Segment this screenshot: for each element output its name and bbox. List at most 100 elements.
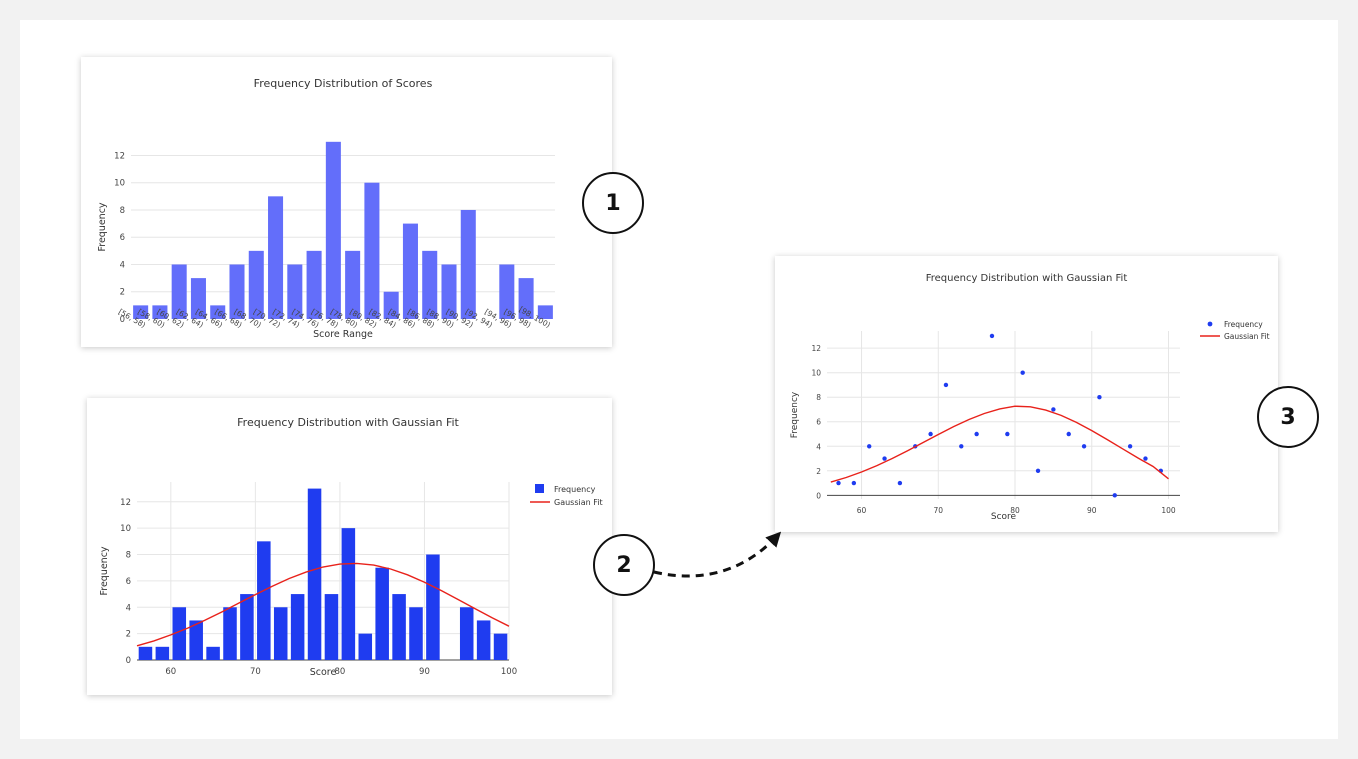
data-point — [1143, 456, 1148, 461]
data-point — [836, 480, 841, 486]
data-point — [1020, 370, 1025, 375]
chart-card-score-ranges: 0 2 4 6 8 10 12 Frequency Distribution of Score… — [81, 57, 612, 347]
y-tick-label: 2 — [816, 467, 821, 476]
y-axis-label: Frequency — [790, 391, 800, 438]
legend-label-gaussian-fit: Gaussian Fit — [554, 498, 603, 507]
bar — [325, 141, 341, 319]
y-axis-label: Frequency — [97, 202, 108, 251]
bar — [426, 554, 440, 660]
bar — [459, 607, 474, 660]
bar — [324, 594, 339, 660]
y-tick-label: 10 — [120, 524, 131, 534]
x-tick-label: 80 — [334, 667, 345, 677]
legend-label-gaussian-fit: Gaussian Fit — [1224, 332, 1270, 341]
bar — [358, 633, 373, 660]
data-point — [1005, 431, 1010, 437]
data-point — [882, 456, 887, 461]
bar — [460, 209, 476, 319]
chart-title: Frequency Distribution with Gaussian Fit — [237, 416, 459, 429]
chart-card-gaussian-scatter: 0 2 4 6 8 10 12 Frequency Distribution with Gau… — [775, 256, 1278, 532]
bar — [190, 278, 206, 319]
bar — [306, 250, 322, 319]
bar — [210, 305, 226, 319]
bar — [189, 620, 203, 660]
y-tick-label: 8 — [816, 393, 821, 402]
data-point — [928, 431, 933, 437]
legend-label-frequency: Frequency — [554, 485, 596, 494]
y-tick-label: 4 — [126, 603, 131, 613]
x-tick-label: 70 — [250, 667, 261, 677]
y-tick-label: 12 — [120, 498, 131, 508]
bar — [476, 620, 491, 660]
bar — [341, 528, 356, 660]
bar — [155, 646, 170, 660]
x-axis-label: Score Range — [313, 329, 373, 340]
data-point — [1081, 444, 1087, 449]
data-point — [897, 480, 903, 486]
bar — [273, 607, 288, 660]
bar — [364, 182, 380, 319]
x-tick-label: 60 — [165, 667, 176, 677]
data-point — [1051, 407, 1056, 412]
legend-label-frequency: Frequency — [1224, 320, 1263, 329]
bar — [493, 633, 508, 660]
dashed-arrow-path — [653, 531, 782, 578]
bar — [518, 278, 534, 319]
y-tick-label: 12 — [114, 151, 125, 161]
step-marker-3: 3 — [1257, 386, 1319, 448]
step-marker-1: 1 — [582, 172, 644, 234]
y-tick-label: 8 — [120, 206, 125, 216]
y-tick-label: 6 — [126, 577, 131, 587]
data-point — [943, 382, 949, 388]
data-point — [1066, 431, 1071, 437]
x-tick-label: 60 — [857, 506, 867, 515]
bar — [171, 264, 187, 319]
dashed-arrow — [653, 531, 782, 578]
y-tick-label: 0 — [120, 315, 125, 325]
data-point — [974, 431, 979, 437]
data-point — [1112, 493, 1117, 498]
data-point — [1097, 395, 1102, 400]
bar — [133, 305, 149, 319]
y-tick-label: 10 — [811, 369, 821, 378]
y-tick-label: 4 — [120, 260, 125, 270]
y-tick-label: 2 — [126, 630, 131, 640]
bar — [152, 305, 168, 319]
bar — [441, 264, 457, 319]
x-tick-label: 90 — [1087, 506, 1097, 515]
y-tick-label: 10 — [114, 179, 125, 189]
bar — [248, 250, 264, 319]
bar — [499, 264, 515, 319]
bar — [287, 264, 303, 319]
bar — [229, 264, 245, 319]
data-point — [1127, 444, 1133, 449]
gaussian-fit-line — [136, 562, 510, 647]
bar — [268, 196, 284, 319]
bar — [172, 607, 187, 660]
bar — [409, 607, 423, 660]
bar — [402, 223, 418, 319]
data-point — [1035, 468, 1041, 473]
bar — [537, 305, 553, 319]
bar-chart-score-ranges: 0 2 4 6 8 10 12 Frequency Distribution of Score… — [97, 77, 555, 340]
bar — [383, 291, 399, 319]
bar — [138, 646, 153, 660]
bar — [307, 488, 322, 660]
canvas: 0 2 4 6 8 10 12 Frequency Distribution of Score… — [20, 20, 1338, 739]
x-tick-label: 70 — [933, 506, 943, 515]
chart-title: Frequency Distribution of Scores — [254, 77, 433, 90]
x-tick-label: 90 — [419, 667, 430, 677]
legend-swatch-frequency — [535, 484, 544, 493]
y-axis-label: Frequency — [99, 546, 110, 595]
bar — [345, 250, 361, 319]
x-tick-label: 80 — [1010, 506, 1020, 515]
x-tick-label: 100 — [501, 667, 517, 677]
bar-chart-gaussian-fit: 0 2 4 6 8 10 12 Frequency Distribution with Gau… — [99, 416, 603, 678]
data-point — [867, 444, 872, 449]
bar — [392, 594, 406, 660]
y-tick-label: 8 — [126, 551, 131, 561]
bar — [206, 646, 220, 660]
x-tick-label: 100 — [1161, 506, 1176, 515]
y-tick-label: 0 — [816, 491, 821, 500]
scatter-chart-gaussian-fit: 0 2 4 6 8 10 12 Frequency Distribution with Gau… — [790, 273, 1270, 522]
